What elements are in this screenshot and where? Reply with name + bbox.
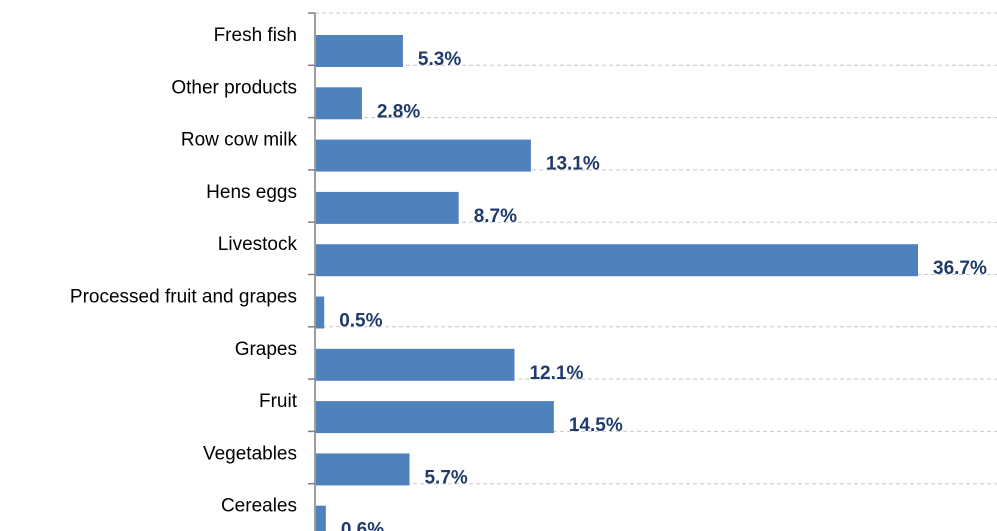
bar <box>316 505 326 531</box>
bar <box>316 348 515 381</box>
value-label: 12.1% <box>529 363 583 384</box>
bar <box>316 296 325 329</box>
value-label: 2.8% <box>377 101 420 122</box>
bar <box>316 453 410 486</box>
bar <box>316 87 362 120</box>
bar <box>316 191 459 224</box>
bar <box>316 244 918 277</box>
category-label: Other products <box>171 77 297 98</box>
value-label: 0.6% <box>341 520 384 531</box>
value-label: 36.7% <box>933 258 987 279</box>
category-label: Grapes <box>235 339 297 360</box>
bar <box>316 401 554 434</box>
category-label: Cereales <box>221 496 297 517</box>
category-label: Row cow milk <box>181 130 298 151</box>
category-label: Fresh fish <box>214 25 297 46</box>
value-label: 13.1% <box>546 154 600 175</box>
value-label: 0.5% <box>339 311 382 332</box>
category-label: Hens eggs <box>206 182 297 203</box>
category-label: Livestock <box>218 234 298 255</box>
value-label: 14.5% <box>569 415 623 436</box>
bar <box>316 139 531 172</box>
value-label: 8.7% <box>474 206 517 227</box>
category-label: Vegetables <box>203 443 297 464</box>
value-label: 5.3% <box>418 49 461 70</box>
value-label: 5.7% <box>424 467 467 488</box>
category-label: Fruit <box>259 391 298 412</box>
category-label: Processed fruit and grapes <box>70 287 297 308</box>
bar <box>316 35 403 67</box>
